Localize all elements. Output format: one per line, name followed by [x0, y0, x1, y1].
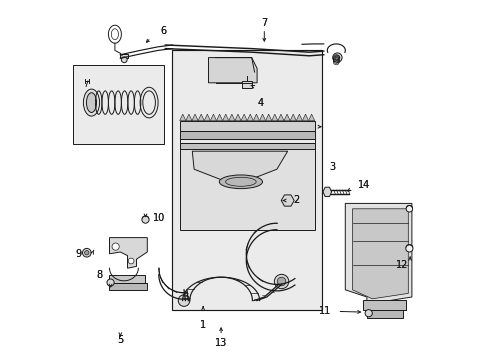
Text: 13: 13	[215, 338, 227, 348]
Text: 12: 12	[395, 260, 407, 270]
Polygon shape	[265, 114, 271, 121]
Circle shape	[121, 57, 127, 63]
Polygon shape	[109, 238, 147, 268]
Bar	[242, 81, 251, 88]
Polygon shape	[241, 114, 247, 121]
Text: 10: 10	[152, 213, 164, 223]
Circle shape	[405, 245, 412, 252]
Text: 12: 12	[395, 260, 407, 270]
Polygon shape	[284, 114, 289, 121]
Polygon shape	[210, 114, 216, 121]
Polygon shape	[259, 114, 265, 121]
Text: 7: 7	[261, 18, 267, 28]
Text: 5: 5	[117, 335, 123, 345]
Text: 6: 6	[160, 26, 166, 36]
Bar	[109, 283, 147, 290]
Bar	[366, 310, 402, 318]
Bar	[363, 300, 406, 310]
Polygon shape	[192, 151, 287, 182]
Circle shape	[406, 206, 412, 212]
Text: 9: 9	[76, 249, 81, 259]
Bar	[172, 50, 321, 310]
Text: 6: 6	[160, 26, 166, 36]
Ellipse shape	[219, 175, 262, 189]
Text: 8: 8	[96, 270, 102, 280]
Circle shape	[82, 248, 91, 257]
Polygon shape	[192, 114, 198, 121]
Polygon shape	[308, 114, 314, 121]
Text: 2: 2	[292, 195, 299, 205]
Text: 8: 8	[96, 270, 102, 280]
Bar	[179, 139, 314, 143]
Polygon shape	[222, 114, 228, 121]
Bar	[109, 275, 145, 283]
Text: 3: 3	[328, 162, 335, 172]
Circle shape	[178, 295, 189, 306]
Polygon shape	[247, 114, 253, 121]
Polygon shape	[281, 195, 294, 206]
Circle shape	[274, 274, 288, 289]
Circle shape	[112, 243, 119, 250]
Polygon shape	[271, 114, 277, 121]
Text: 2: 2	[292, 195, 299, 205]
Polygon shape	[322, 187, 331, 197]
Polygon shape	[352, 209, 407, 299]
Circle shape	[84, 251, 89, 255]
Text: 4: 4	[257, 98, 263, 108]
Text: 5: 5	[117, 335, 123, 345]
Text: 1: 1	[200, 320, 206, 330]
Text: 4: 4	[257, 98, 263, 108]
Polygon shape	[277, 114, 284, 121]
Polygon shape	[228, 114, 234, 121]
Text: 1: 1	[200, 320, 206, 330]
Bar	[120, 54, 128, 58]
Text: 11: 11	[318, 306, 330, 316]
Circle shape	[334, 55, 339, 60]
Circle shape	[277, 277, 285, 286]
Circle shape	[332, 53, 342, 62]
Text: 14: 14	[357, 180, 369, 190]
Bar	[179, 143, 314, 149]
Polygon shape	[234, 114, 241, 121]
Bar	[179, 131, 314, 139]
Polygon shape	[216, 114, 222, 121]
Polygon shape	[296, 114, 302, 121]
Text: 14: 14	[357, 180, 369, 190]
Circle shape	[107, 279, 114, 286]
Text: 7: 7	[261, 18, 267, 28]
Polygon shape	[302, 114, 308, 121]
Text: 13: 13	[215, 338, 227, 348]
Text: 9: 9	[76, 249, 81, 259]
Bar	[179, 121, 314, 131]
Polygon shape	[345, 203, 411, 304]
Bar	[179, 145, 314, 230]
Polygon shape	[204, 114, 210, 121]
Circle shape	[365, 310, 371, 317]
Ellipse shape	[86, 93, 96, 112]
Polygon shape	[185, 114, 192, 121]
Ellipse shape	[83, 89, 100, 116]
Polygon shape	[289, 114, 296, 121]
Polygon shape	[208, 58, 257, 83]
Circle shape	[128, 258, 134, 264]
Polygon shape	[73, 65, 163, 144]
Polygon shape	[253, 114, 259, 121]
Text: 3: 3	[328, 162, 335, 172]
Text: 11: 11	[318, 306, 330, 316]
Polygon shape	[198, 114, 204, 121]
Circle shape	[142, 216, 149, 223]
Polygon shape	[179, 114, 185, 121]
Text: 10: 10	[152, 213, 164, 223]
